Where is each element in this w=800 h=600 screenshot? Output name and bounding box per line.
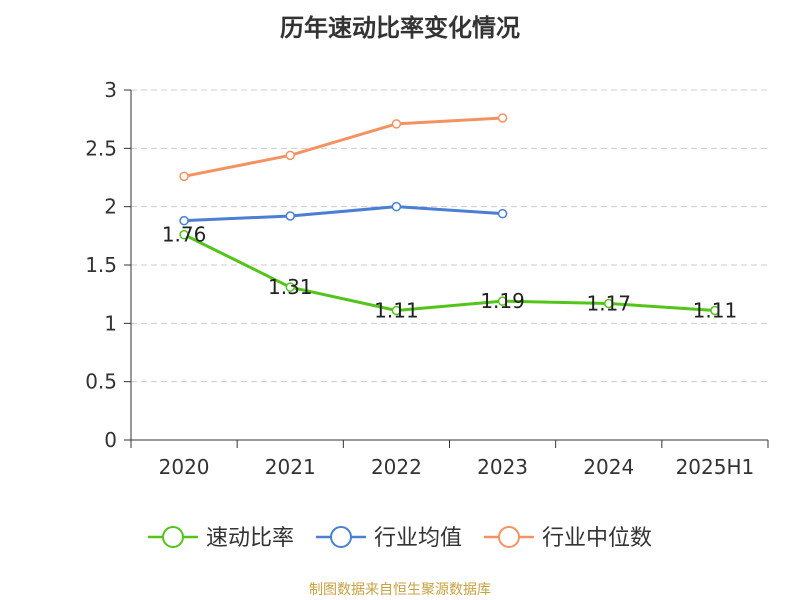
grid-lines <box>131 89 768 383</box>
x-tick-label: 2025H1 <box>676 455 755 479</box>
x-tick-label: 2020 <box>159 455 210 479</box>
data-label: 1.31 <box>268 275 313 299</box>
axes: 0 0.5 1 1.5 2 2.5 3 2020 2021 2022 2023 2024 2025H1 <box>85 78 769 479</box>
x-tick-label: 2023 <box>477 455 528 479</box>
data-point <box>285 150 295 161</box>
data-label: 1.19 <box>480 289 525 313</box>
data-point <box>391 305 402 316</box>
legend-marker <box>498 526 520 548</box>
y-tick-label: 2 <box>104 195 117 219</box>
y-tick-label: 1 <box>104 311 117 335</box>
data-point <box>604 298 614 309</box>
data-point <box>285 211 295 221</box>
x-tick-label: 2022 <box>371 455 422 479</box>
source-note: 制图数据来自恒生聚源数据库 <box>309 582 491 598</box>
data-label: 1.76 <box>162 223 207 247</box>
data-point <box>179 171 189 182</box>
y-tick-label: 0.5 <box>85 370 117 394</box>
data-point <box>285 282 295 292</box>
series-line <box>184 205 503 223</box>
chart-title: 历年速动比率变化情况 <box>280 14 520 42</box>
series-lines <box>179 113 720 316</box>
legend-marker <box>162 526 184 548</box>
y-tick-label: 0 <box>104 428 117 452</box>
data-point <box>391 119 402 129</box>
y-tick-label: 2.5 <box>85 136 117 160</box>
legend-label: 速动比率 <box>206 526 294 551</box>
y-tick-label: 3 <box>104 78 117 102</box>
data-point <box>710 305 720 316</box>
series-line <box>183 233 716 312</box>
x-tick-label: 2021 <box>265 455 316 479</box>
legend-marker <box>330 526 352 548</box>
data-point <box>391 201 402 212</box>
legend-label: 行业中位数 <box>542 526 652 551</box>
data-label: 1.11 <box>374 299 419 323</box>
data-label: 1.17 <box>586 292 631 316</box>
data-point <box>179 215 189 226</box>
x-tick-label: 2024 <box>583 455 634 479</box>
data-point <box>497 208 508 219</box>
legend-label: 行业均值 <box>374 526 462 551</box>
data-point <box>497 296 508 306</box>
data-point <box>179 229 189 240</box>
data-label: 1.11 <box>693 299 738 323</box>
legend: 速动比率 行业均值 行业中位数 <box>148 526 652 551</box>
data-point <box>497 113 508 123</box>
series-line <box>183 116 503 178</box>
data-labels: 1.76 1.31 1.11 1.19 1.17 1.11 <box>162 223 737 323</box>
y-tick-label: 1.5 <box>85 253 117 277</box>
